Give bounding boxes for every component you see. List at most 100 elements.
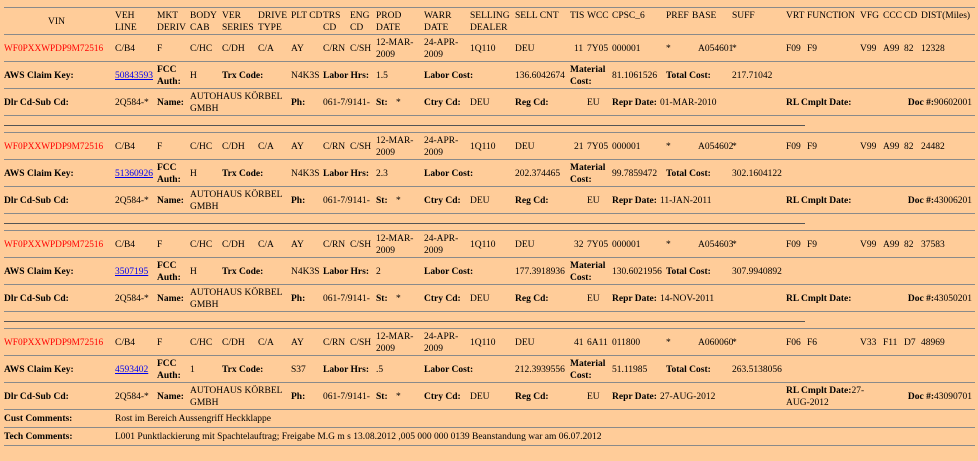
labor-hrs-value: 2 (376, 267, 381, 277)
column-header: WARR DATE (424, 11, 452, 33)
aws-claim-key-label: AWS Claim Key: (4, 365, 74, 375)
labor-hrs-value: 1.5 (376, 71, 388, 81)
sell-cnt-value: DEU (515, 44, 535, 54)
labor-hrs-value: .5 (376, 365, 384, 375)
ccc-value: A99 (883, 142, 900, 152)
cpsc-6-value: 000001 (612, 240, 641, 250)
claim-cost-row: AWS Claim Key: 4593402 FCC Auth: 1 Trx Code:… (4, 355, 975, 383)
plt-cd-value: AY (291, 240, 304, 250)
state-label: St: (376, 98, 388, 108)
state-value: * (396, 98, 401, 108)
dist-value: 48969 (921, 338, 945, 348)
separator-row (4, 115, 975, 133)
mkt-deriv-value: F (157, 338, 163, 348)
labor-hrs-label: Labor Hrs: (323, 71, 370, 81)
claim-key-link[interactable]: 4593402 (115, 365, 149, 375)
prod-date-value: 12-MAR-2009 (376, 332, 414, 354)
region-code-label: Reg Cd: (515, 196, 549, 206)
claim-key-link[interactable]: 50843593 (115, 71, 153, 81)
vrt-value: F06 (786, 338, 801, 348)
material-cost-value: 130.6021956 (612, 267, 662, 277)
mkt-deriv-value: F (157, 142, 163, 152)
mkt-deriv-value: F (157, 240, 163, 250)
divider (4, 125, 805, 126)
aws-claim-key-label: AWS Claim Key: (4, 71, 74, 81)
rl-cmplt-date: RL Cmplt Date:27-AUG-2012 (786, 385, 876, 409)
trx-code-value: N4K3S (291, 71, 320, 81)
region-code-label: Reg Cd: (515, 392, 549, 402)
body-cab-value: C/HC (190, 142, 213, 152)
sell-cnt-value: DEU (515, 338, 535, 348)
claim-key-link[interactable]: 51360926 (115, 169, 153, 179)
column-header: BODY CAB (190, 11, 217, 33)
fcc-auth-label: FCC Auth: (157, 359, 181, 381)
dealer-name-value: AUTOHAUS KÖRBEL GMBH (190, 386, 283, 408)
header-row: VIN VEH LINE MKT DERIV BODY CAB VER SERIES DR… (4, 7, 975, 35)
prod-date-value: 12-MAR-2009 (376, 38, 414, 60)
country-code-label: Ctry Cd: (424, 392, 461, 402)
drive-type-value: C/A (258, 240, 274, 250)
vin-value: WF0PXXWPDP9M72516 (4, 142, 104, 152)
veh-line-value: C/B4 (115, 338, 136, 348)
column-header: CD (904, 11, 918, 21)
drive-type-value: C/A (258, 338, 274, 348)
body-cab-value: C/HC (190, 338, 213, 348)
column-header: DIST(Miles) (921, 11, 971, 21)
vin-value: WF0PXXWPDP9M72516 (4, 338, 104, 348)
dealer-row: Dlr Cd-Sub Cd: 2Q584-* Name: AUTOHAUS KÖRBE… (4, 186, 975, 214)
labor-cost-value: 177.3918936 (515, 267, 565, 277)
drive-type-value: C/A (258, 142, 274, 152)
wcc-value: 7Y05 (587, 240, 609, 250)
aws-claim-key-label: AWS Claim Key: (4, 169, 74, 179)
plt-cd-value: AY (291, 338, 304, 348)
cd-value: 82 (904, 142, 914, 152)
labor-cost-value: 202.374465 (515, 169, 561, 179)
column-header: MKT DERIV (157, 11, 187, 33)
vin-value: WF0PXXWPDP9M72516 (4, 240, 104, 250)
eng-cd-value: C/SH (350, 240, 372, 250)
repair-date-label: Repr Date: (612, 392, 657, 402)
country-code-value: DEU (470, 98, 490, 108)
drive-type-value: C/A (258, 44, 274, 54)
doc-number: Doc #:43006201 (908, 195, 972, 207)
claim-key-link[interactable]: 3507195 (115, 267, 149, 277)
fcc-auth-value: 1 (190, 365, 195, 375)
dlr-cd-label: Dlr Cd-Sub Cd: (4, 392, 69, 402)
labor-cost-value: 212.3939556 (515, 365, 565, 375)
suff-value: * (732, 240, 737, 250)
dealer-name-label: Name: (157, 392, 184, 402)
total-cost-value: 263.5138056 (732, 365, 782, 375)
pref-value: * (666, 338, 671, 348)
warr-date-value: 24-APR-2009 (424, 332, 459, 354)
state-value: * (396, 392, 401, 402)
vfg-value: V99 (860, 240, 877, 250)
rl-cmplt-date-label: RL Cmplt Date: (786, 294, 852, 304)
suff-value: * (732, 44, 737, 54)
claim-data-row: WF0PXXWPDP9M72516 C/B4 F C/HC C/DH C/A AY C/RN C… (4, 230, 975, 258)
total-cost-value: 307.9940892 (732, 267, 782, 277)
pref-value: * (666, 44, 671, 54)
trs-cd-value: C/RN (323, 44, 346, 54)
material-cost-label: Material Cost: (570, 163, 606, 185)
repair-date-label: Repr Date: (612, 294, 657, 304)
vin-value: WF0PXXWPDP9M72516 (4, 44, 104, 54)
repair-date-label: Repr Date: (612, 98, 657, 108)
function-value: F9 (807, 240, 818, 250)
column-header: FUNCTION (807, 11, 856, 21)
phone-value: 061-7/9141- (323, 98, 370, 108)
dealer-row: Dlr Cd-Sub Cd: 2Q584-* Name: AUTOHAUS KÖRBE… (4, 88, 975, 116)
labor-hrs-label: Labor Hrs: (323, 267, 370, 277)
selling-dealer-value: 1Q110 (470, 240, 496, 250)
region-code-value: EU (587, 392, 600, 402)
doc-number-label: Doc #: (907, 196, 934, 206)
ver-series-value: C/DH (222, 338, 245, 348)
phone-label: Ph: (291, 98, 306, 108)
cd-value: D7 (904, 338, 916, 348)
veh-line-value: C/B4 (115, 240, 136, 250)
region-code-value: EU (587, 294, 600, 304)
column-header: VFG (860, 11, 880, 21)
suff-value: * (732, 142, 737, 152)
doc-number-value: 90602001 (934, 98, 972, 108)
phone-label: Ph: (291, 294, 306, 304)
dlr-cd-value: 2Q584-* (115, 392, 149, 402)
